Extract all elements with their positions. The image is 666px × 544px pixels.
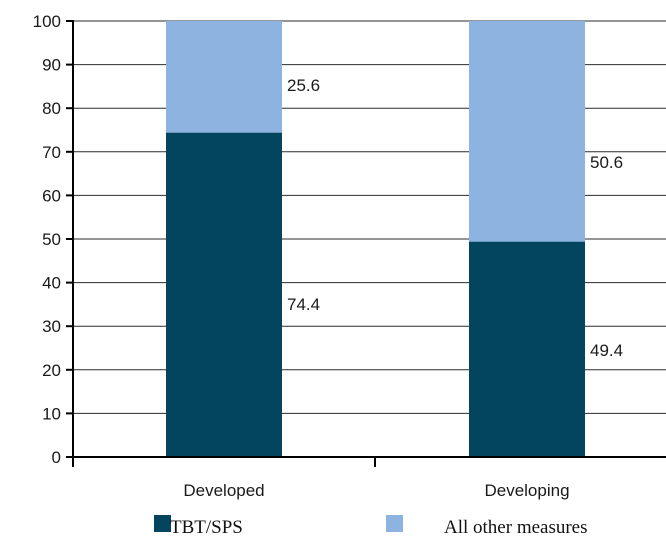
y-tick-label: 40 xyxy=(42,274,61,293)
y-tick-label: 60 xyxy=(42,186,61,205)
data-label: 49.4 xyxy=(590,341,623,360)
y-tick-labels: 0 10 20 30 40 50 60 70 80 90 100 xyxy=(33,12,61,467)
bars xyxy=(166,21,585,457)
legend: TBT/SPS All other measures xyxy=(154,515,588,538)
axes xyxy=(66,20,666,467)
bar-segment-all-other-measures xyxy=(469,21,585,242)
y-tick-label: 70 xyxy=(42,143,61,162)
data-labels: 74.4 25.6 49.4 50.6 xyxy=(287,76,623,360)
legend-label: All other measures xyxy=(444,517,588,538)
legend-swatch xyxy=(386,515,403,532)
data-label: 74.4 xyxy=(287,295,320,314)
category-labels: Developed Developing xyxy=(183,481,569,500)
bar-segment-tbt-sps xyxy=(469,241,585,457)
y-tick-label: 0 xyxy=(52,448,61,467)
legend-swatch xyxy=(154,515,171,532)
x-category-label: Developing xyxy=(484,481,569,500)
data-label: 50.6 xyxy=(590,153,623,172)
y-tick-label: 10 xyxy=(42,404,61,423)
x-category-label: Developed xyxy=(183,481,264,500)
data-label: 25.6 xyxy=(287,76,320,95)
y-tick-label: 90 xyxy=(42,56,61,75)
y-tick-label: 20 xyxy=(42,361,61,380)
y-tick-label: 100 xyxy=(33,12,61,31)
bar-segment-tbt-sps xyxy=(166,132,282,457)
bar-segment-all-other-measures xyxy=(166,21,282,133)
legend-label: TBT/SPS xyxy=(170,517,243,538)
y-tick-label: 50 xyxy=(42,230,61,249)
y-tick-label: 80 xyxy=(42,99,61,118)
y-tick-label: 30 xyxy=(42,317,61,336)
